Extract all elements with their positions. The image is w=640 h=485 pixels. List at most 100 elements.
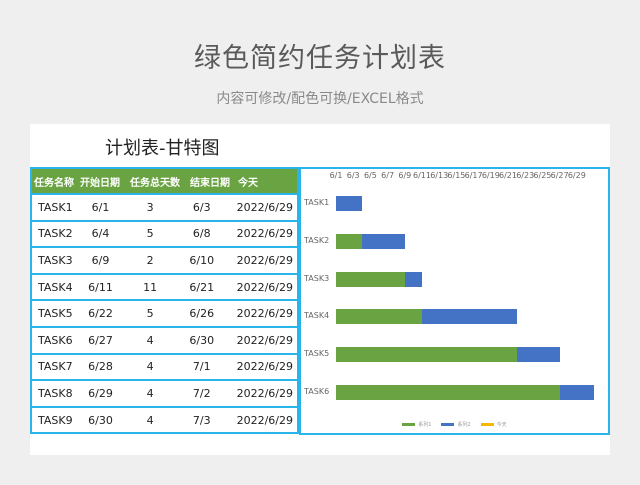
table-cell: 3 xyxy=(146,200,154,214)
x-tick: 6/27 xyxy=(550,171,569,180)
x-tick: 6/19 xyxy=(481,171,500,180)
bar-duration xyxy=(361,233,405,249)
x-tick: 6/25 xyxy=(533,171,552,180)
task-label: TASK6 xyxy=(304,387,330,396)
table-cell: 11 xyxy=(143,280,158,294)
table-header: 任务名称 开始日期 任务总天数 结束日期 今天 xyxy=(32,167,297,193)
task-label: TASK3 xyxy=(304,273,330,283)
table-cell: 2022/6/29 xyxy=(236,413,293,427)
plan-card: 计划表-甘特图 任务名称 开始日期 任务总天数 结束日期 今天 TASK1 6/1… xyxy=(30,124,610,455)
bar-offset xyxy=(336,271,405,287)
chart-legend: 系列1 系列2 今天 xyxy=(301,421,608,428)
legend-series1: 系列1 xyxy=(402,421,431,428)
col-today: 今天 xyxy=(238,177,258,189)
table-cell: 6/4 xyxy=(91,227,110,241)
table-cell: 2022/6/29 xyxy=(236,227,293,241)
table-cell: 6/21 xyxy=(189,280,215,294)
table-row: TASK4 6/11 11 6/21 2022/6/29 xyxy=(32,272,297,300)
x-tick: 6/9 xyxy=(398,171,412,180)
x-tick: 6/21 xyxy=(499,171,517,180)
col-start-date: 开始日期 xyxy=(80,177,120,189)
table-cell: 6/30 xyxy=(189,333,215,347)
bar-offset xyxy=(336,233,362,249)
table-cell: 2022/6/29 xyxy=(236,333,293,347)
col-task-name: 任务名称 xyxy=(34,177,74,189)
table-cell: 4 xyxy=(146,360,154,374)
table-cell: 6/11 xyxy=(88,280,113,294)
table-cell: 6/29 xyxy=(88,386,113,400)
table-cell: 6/27 xyxy=(88,333,113,347)
table-cell: 6/26 xyxy=(189,307,215,321)
task-table: 任务名称 开始日期 任务总天数 结束日期 今天 TASK1 6/1 3 6/3 2022… xyxy=(30,167,299,435)
table-cell: 6/8 xyxy=(192,227,211,241)
table-cell: 6/28 xyxy=(88,360,113,374)
gantt-chart: 6/1 6/3 6/5 6/7 6/9 6/11 6/13 6/15 6/17 6/19 6/21 6… xyxy=(299,167,610,435)
table-cell: 7/2 xyxy=(192,386,211,400)
table-cell: 6/30 xyxy=(88,413,113,427)
table-row: TASK1 6/1 3 6/3 2022/6/29 xyxy=(32,193,297,220)
col-total-days: 任务总天数 xyxy=(130,177,180,189)
x-tick: 6/5 xyxy=(363,171,377,180)
table-cell: 2 xyxy=(146,253,154,267)
table-cell: 2022/6/29 xyxy=(236,360,293,374)
table-row: TASK8 6/29 4 7/2 2022/6/29 xyxy=(32,379,297,406)
bar-duration xyxy=(422,309,517,325)
page-subtitle: 内容可修改/配色可换/EXCEL格式 xyxy=(216,91,424,107)
table-row: TASK2 6/4 5 6/8 2022/6/29 xyxy=(32,219,297,247)
x-tick: 6/29 xyxy=(567,171,586,180)
table-cell: 4 xyxy=(146,413,154,427)
table-cell: 7/3 xyxy=(192,413,211,427)
bar-duration xyxy=(559,385,594,400)
table-cell: 2022/6/29 xyxy=(236,200,293,214)
bar-duration xyxy=(336,196,362,211)
page-title: 绿色简约任务计划表 xyxy=(194,43,446,74)
table-row: TASK3 6/9 2 6/10 2022/6/29 xyxy=(32,246,297,273)
table-cell: TASK4 xyxy=(38,280,73,294)
x-tick: 6/3 xyxy=(346,171,360,180)
table-cell: 2022/6/29 xyxy=(236,307,293,321)
x-tick: 6/15 xyxy=(447,171,466,180)
table-cell: TASK1 xyxy=(38,200,73,214)
legend-today: 今天 xyxy=(480,421,507,428)
bar-duration xyxy=(404,271,422,287)
legend-series2: 系列2 xyxy=(441,421,471,428)
table-cell: TASK3 xyxy=(38,253,73,267)
table-row: TASK5 6/22 5 6/26 2022/6/29 xyxy=(32,299,297,326)
bar-offset xyxy=(336,309,422,325)
task-label: TASK5 xyxy=(304,349,330,359)
table-row: TASK7 6/28 4 7/1 2022/6/29 xyxy=(32,352,297,380)
table-cell: 6/9 xyxy=(91,253,110,267)
x-tick: 6/1 xyxy=(329,171,343,180)
table-cell: TASK8 xyxy=(38,386,73,400)
x-tick: 6/23 xyxy=(516,171,535,180)
table-row: TASK6 6/27 4 6/30 2022/6/29 xyxy=(32,325,297,353)
table-cell: 5 xyxy=(146,307,154,321)
table-cell: 2022/6/29 xyxy=(236,253,293,267)
table-cell: 5 xyxy=(146,227,154,241)
table-cell: TASK2 xyxy=(38,227,73,241)
x-tick: 6/11 xyxy=(413,171,431,180)
bar-offset xyxy=(336,385,560,400)
table-cell: 2022/6/29 xyxy=(236,280,293,294)
table-cell: 2022/6/29 xyxy=(236,386,293,400)
table-cell: 6/22 xyxy=(88,307,113,321)
table-row: TASK9 6/30 4 7/3 2022/6/29 xyxy=(32,405,297,433)
table-cell: TASK9 xyxy=(38,413,73,427)
task-label: TASK4 xyxy=(304,311,330,321)
table-cell: TASK5 xyxy=(38,307,73,321)
table-cell: 4 xyxy=(146,386,154,400)
table-cell: 6/3 xyxy=(192,200,211,214)
table-cell: TASK6 xyxy=(38,333,73,347)
task-label: TASK2 xyxy=(304,235,330,245)
table-cell: 6/1 xyxy=(91,200,110,214)
x-tick: 6/17 xyxy=(464,171,483,180)
table-cell: 6/10 xyxy=(189,253,215,267)
table-cell: 7/1 xyxy=(192,360,211,374)
table-cell: TASK7 xyxy=(38,360,73,374)
x-tick: 6/7 xyxy=(381,171,395,180)
bar-offset xyxy=(336,347,517,363)
card-title: 计划表-甘特图 xyxy=(105,138,220,159)
table-cell: 4 xyxy=(146,333,154,347)
task-label: TASK1 xyxy=(304,198,330,207)
bar-duration xyxy=(516,347,560,363)
